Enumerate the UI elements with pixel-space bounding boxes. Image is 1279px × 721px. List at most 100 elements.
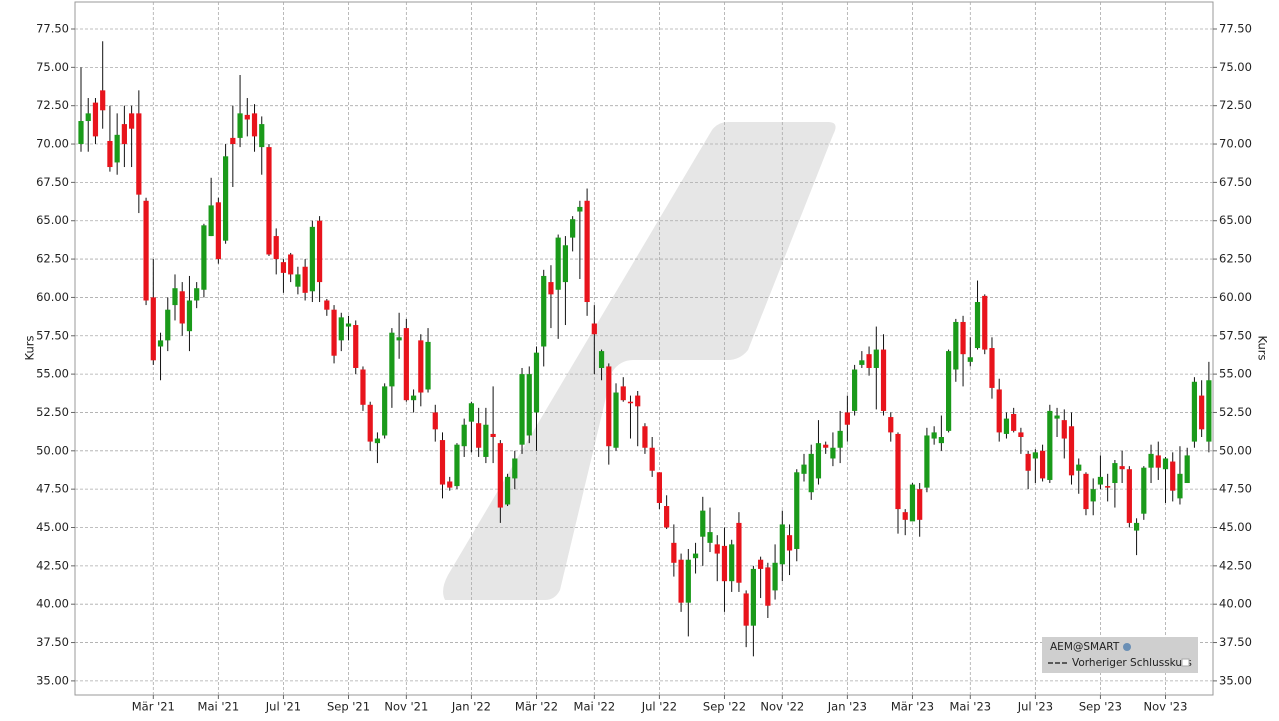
candle-body <box>1177 473 1183 499</box>
candle-body <box>1126 469 1132 523</box>
x-tick-label: Mär '23 <box>891 700 934 714</box>
candle-body <box>664 506 670 528</box>
candle-body <box>707 532 713 543</box>
candle-body <box>454 444 460 487</box>
candle-body <box>259 124 265 148</box>
y-tick-label: 52.50 <box>36 405 69 419</box>
candle-body <box>476 423 482 448</box>
candle-body <box>324 300 330 310</box>
candle-body <box>389 332 395 387</box>
candle-body <box>490 433 496 438</box>
candle-body <box>895 433 901 510</box>
candle-body <box>244 114 250 120</box>
legend: AEM@SMART Vorheriger Schlusskurs <box>1042 637 1198 673</box>
candle-body <box>844 412 850 425</box>
candle-body <box>367 404 373 442</box>
candle-body <box>374 438 381 444</box>
candle-body <box>92 102 99 137</box>
candle-body <box>1097 476 1104 485</box>
candle-body <box>902 512 908 520</box>
candle-body <box>1148 453 1154 468</box>
candle-body <box>946 351 952 431</box>
y-tick-label: 35.00 <box>36 673 69 687</box>
candle-body <box>338 317 344 341</box>
candle-body <box>78 121 84 145</box>
x-tick-label: Mär '21 <box>132 700 175 714</box>
candle-body <box>866 354 872 368</box>
y2-axis-label: Kurs <box>1256 336 1270 361</box>
candle-body <box>598 351 605 368</box>
candle-body <box>649 447 655 471</box>
candle-body <box>143 200 149 301</box>
candle-body <box>671 542 677 563</box>
candle-body <box>432 412 438 430</box>
candle-body <box>172 288 178 306</box>
x-tick-label: Mai '22 <box>574 700 616 714</box>
y2-tick-label: 37.50 <box>1219 635 1252 649</box>
candle-body <box>801 464 807 474</box>
candle-body <box>309 226 315 292</box>
candle-body <box>1047 410 1053 480</box>
y2-tick-label: 47.50 <box>1219 482 1252 496</box>
legend-box <box>1042 637 1198 673</box>
legend-icon <box>1123 643 1131 651</box>
x-tick-label: Nov '22 <box>760 700 804 714</box>
candle-body <box>584 200 590 303</box>
candle-body <box>208 205 214 237</box>
y-tick-label: 67.50 <box>36 175 69 189</box>
candle-body <box>273 236 279 260</box>
candle-body <box>215 202 221 260</box>
candle-body <box>483 424 489 457</box>
candle-body <box>765 567 771 606</box>
candle-body <box>758 559 764 569</box>
y2-tick-label: 72.50 <box>1219 98 1252 112</box>
y-tick-label: 47.50 <box>36 482 69 496</box>
candle-body <box>931 432 937 439</box>
candle-body <box>982 295 988 350</box>
y-tick-label: 62.50 <box>36 252 69 266</box>
y2-tick-label: 42.50 <box>1219 558 1252 572</box>
y2-tick-label: 50.00 <box>1219 443 1252 457</box>
candle-body <box>1068 426 1075 476</box>
candle-body <box>808 453 814 493</box>
candle-body <box>750 568 756 626</box>
candle-body <box>974 302 981 349</box>
candle-body <box>1083 473 1089 510</box>
candle-body <box>85 113 91 122</box>
candle-body <box>396 337 402 341</box>
candle-body <box>201 225 207 290</box>
x-tick-label: Jul '21 <box>265 700 301 714</box>
candle-body <box>815 443 822 479</box>
candle-body <box>909 484 916 522</box>
candle-body <box>794 472 800 549</box>
candle-body <box>685 559 691 603</box>
y2-tick-label: 65.00 <box>1219 213 1252 227</box>
candle-body <box>577 206 583 212</box>
candle-body <box>302 266 308 293</box>
candle-body <box>223 156 229 241</box>
candle-body <box>996 389 1002 433</box>
y2-tick-label: 40.00 <box>1219 597 1252 611</box>
candle-body <box>859 360 865 365</box>
candle-body <box>721 545 728 582</box>
x-tick-label: Nov '21 <box>384 700 428 714</box>
candle-body <box>382 386 388 436</box>
candle-body <box>1133 522 1140 531</box>
x-tick-label: Jul '23 <box>1017 700 1053 714</box>
y2-tick-label: 45.00 <box>1219 520 1252 534</box>
candle-body <box>1076 464 1082 471</box>
candle-body <box>157 340 164 347</box>
candle-body <box>447 481 453 488</box>
candle-body <box>873 349 879 368</box>
legend-checkbox[interactable] <box>1181 658 1190 667</box>
candle-body <box>129 113 135 129</box>
y-tick-label: 72.50 <box>36 98 69 112</box>
candle-body <box>353 325 359 368</box>
candle-body <box>266 147 272 255</box>
y2-tick-label: 75.00 <box>1219 60 1252 74</box>
candle-body <box>960 321 966 355</box>
y2-tick-label: 55.00 <box>1219 367 1252 381</box>
candle-body <box>468 403 475 422</box>
x-tick-label: Nov '23 <box>1144 700 1188 714</box>
candle-body <box>121 124 127 145</box>
